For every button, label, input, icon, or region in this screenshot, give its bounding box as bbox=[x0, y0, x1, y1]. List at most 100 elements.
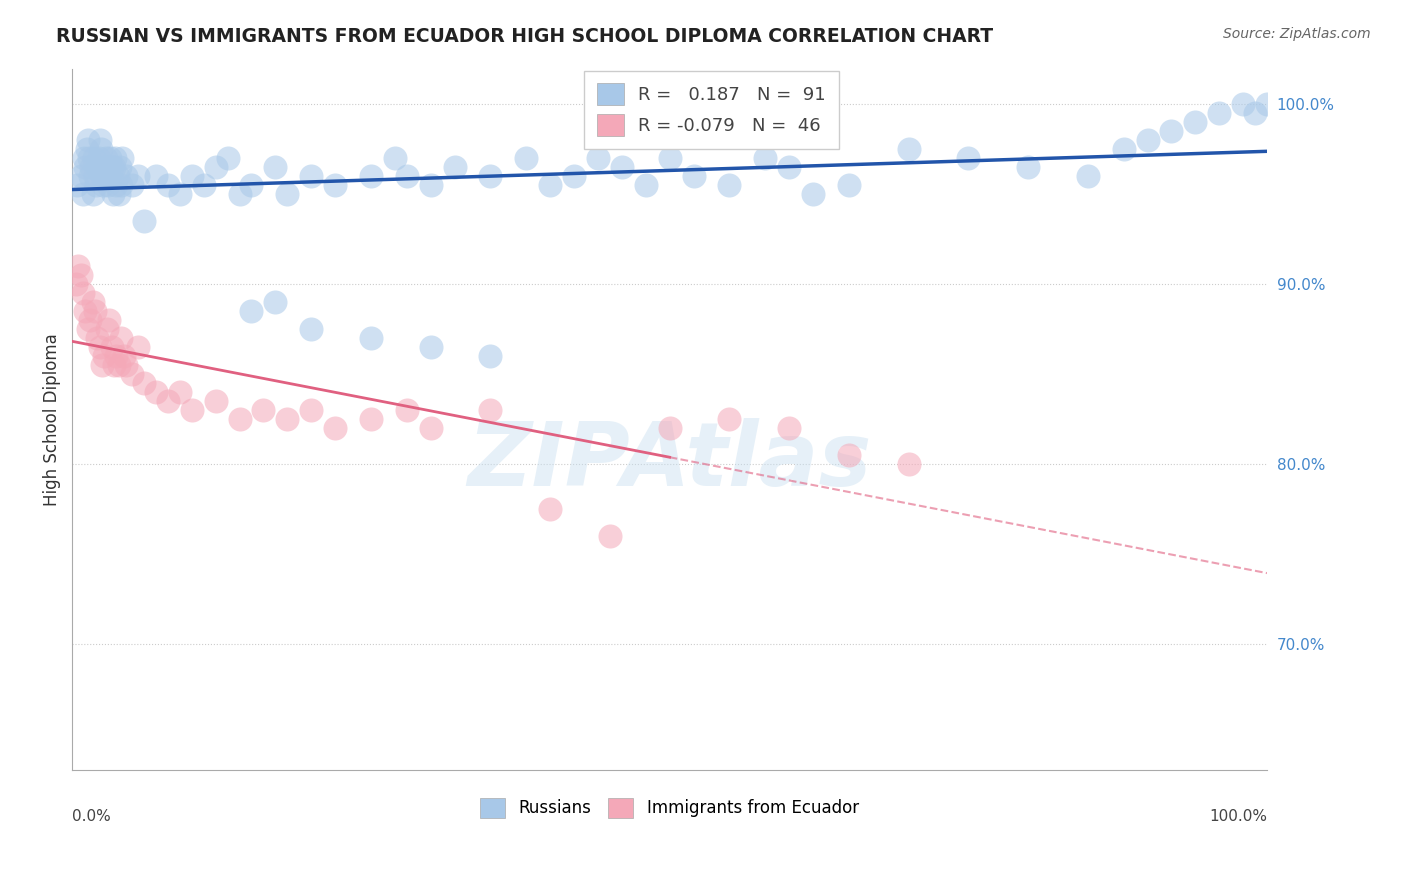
Point bbox=[76, 133, 98, 147]
Point bbox=[610, 161, 633, 175]
Point bbox=[112, 349, 135, 363]
Point bbox=[479, 169, 502, 184]
Point bbox=[89, 340, 111, 354]
Point bbox=[100, 152, 122, 166]
Point bbox=[80, 161, 103, 175]
Point bbox=[75, 161, 97, 175]
Point bbox=[718, 178, 741, 193]
Point bbox=[145, 169, 167, 184]
Point bbox=[1077, 169, 1099, 184]
Point bbox=[127, 169, 149, 184]
Legend: Russians, Immigrants from Ecuador: Russians, Immigrants from Ecuador bbox=[474, 791, 866, 825]
Point bbox=[121, 178, 143, 193]
Point bbox=[718, 412, 741, 426]
Point bbox=[67, 260, 90, 274]
Point bbox=[957, 152, 980, 166]
Point bbox=[98, 313, 121, 327]
Point bbox=[77, 152, 100, 166]
Point bbox=[634, 178, 657, 193]
Point bbox=[682, 169, 704, 184]
Point bbox=[169, 187, 191, 202]
Point bbox=[778, 421, 800, 435]
Point bbox=[87, 152, 110, 166]
Point bbox=[79, 313, 101, 327]
Point bbox=[98, 169, 121, 184]
Point bbox=[801, 187, 824, 202]
Point bbox=[100, 340, 122, 354]
Point bbox=[479, 403, 502, 417]
Point bbox=[97, 178, 120, 193]
Point bbox=[132, 376, 155, 391]
Point bbox=[180, 169, 202, 184]
Point bbox=[228, 412, 250, 426]
Point bbox=[479, 349, 502, 363]
Point bbox=[69, 268, 91, 283]
Point bbox=[1232, 97, 1254, 112]
Point bbox=[897, 457, 920, 471]
Point bbox=[599, 529, 621, 543]
Point bbox=[93, 169, 115, 184]
Point bbox=[100, 161, 122, 175]
Point bbox=[108, 187, 131, 202]
Point bbox=[89, 133, 111, 147]
Point bbox=[276, 187, 298, 202]
Point bbox=[1256, 97, 1278, 112]
Text: Source: ZipAtlas.com: Source: ZipAtlas.com bbox=[1223, 27, 1371, 41]
Point bbox=[127, 340, 149, 354]
Point bbox=[82, 187, 104, 202]
Text: RUSSIAN VS IMMIGRANTS FROM ECUADOR HIGH SCHOOL DIPLOMA CORRELATION CHART: RUSSIAN VS IMMIGRANTS FROM ECUADOR HIGH … bbox=[56, 27, 994, 45]
Point bbox=[264, 161, 287, 175]
Point bbox=[105, 178, 128, 193]
Point bbox=[103, 161, 125, 175]
Point bbox=[754, 152, 776, 166]
Point bbox=[104, 152, 127, 166]
Point bbox=[75, 304, 97, 318]
Point bbox=[132, 214, 155, 228]
Point bbox=[217, 152, 239, 166]
Point bbox=[76, 143, 98, 157]
Point bbox=[82, 295, 104, 310]
Point bbox=[91, 359, 114, 373]
Point bbox=[443, 161, 465, 175]
Point bbox=[156, 394, 179, 409]
Point bbox=[145, 385, 167, 400]
Point bbox=[252, 403, 274, 417]
Point bbox=[65, 277, 87, 292]
Point bbox=[108, 359, 131, 373]
Point bbox=[897, 143, 920, 157]
Point bbox=[84, 178, 107, 193]
Point bbox=[101, 187, 124, 202]
Point bbox=[419, 340, 441, 354]
Point bbox=[84, 169, 107, 184]
Point bbox=[538, 178, 561, 193]
Point bbox=[1136, 133, 1159, 147]
Point bbox=[538, 502, 561, 516]
Point bbox=[1184, 115, 1206, 129]
Point bbox=[121, 368, 143, 382]
Point bbox=[1244, 106, 1267, 120]
Point bbox=[115, 359, 138, 373]
Point bbox=[1160, 124, 1182, 138]
Point bbox=[73, 152, 96, 166]
Point bbox=[395, 169, 418, 184]
Point bbox=[69, 169, 91, 184]
Point bbox=[91, 169, 114, 184]
Point bbox=[83, 152, 105, 166]
Text: 0.0%: 0.0% bbox=[72, 808, 111, 823]
Point bbox=[1112, 143, 1135, 157]
Point bbox=[1017, 161, 1039, 175]
Point bbox=[384, 152, 406, 166]
Point bbox=[838, 448, 860, 462]
Point bbox=[96, 322, 118, 336]
Point bbox=[108, 161, 131, 175]
Point bbox=[360, 412, 382, 426]
Point bbox=[515, 152, 537, 166]
Point bbox=[90, 143, 112, 157]
Point bbox=[419, 421, 441, 435]
Point bbox=[204, 394, 226, 409]
Point bbox=[115, 169, 138, 184]
Point bbox=[107, 169, 129, 184]
Point bbox=[323, 178, 346, 193]
Point bbox=[204, 161, 226, 175]
Point bbox=[72, 187, 94, 202]
